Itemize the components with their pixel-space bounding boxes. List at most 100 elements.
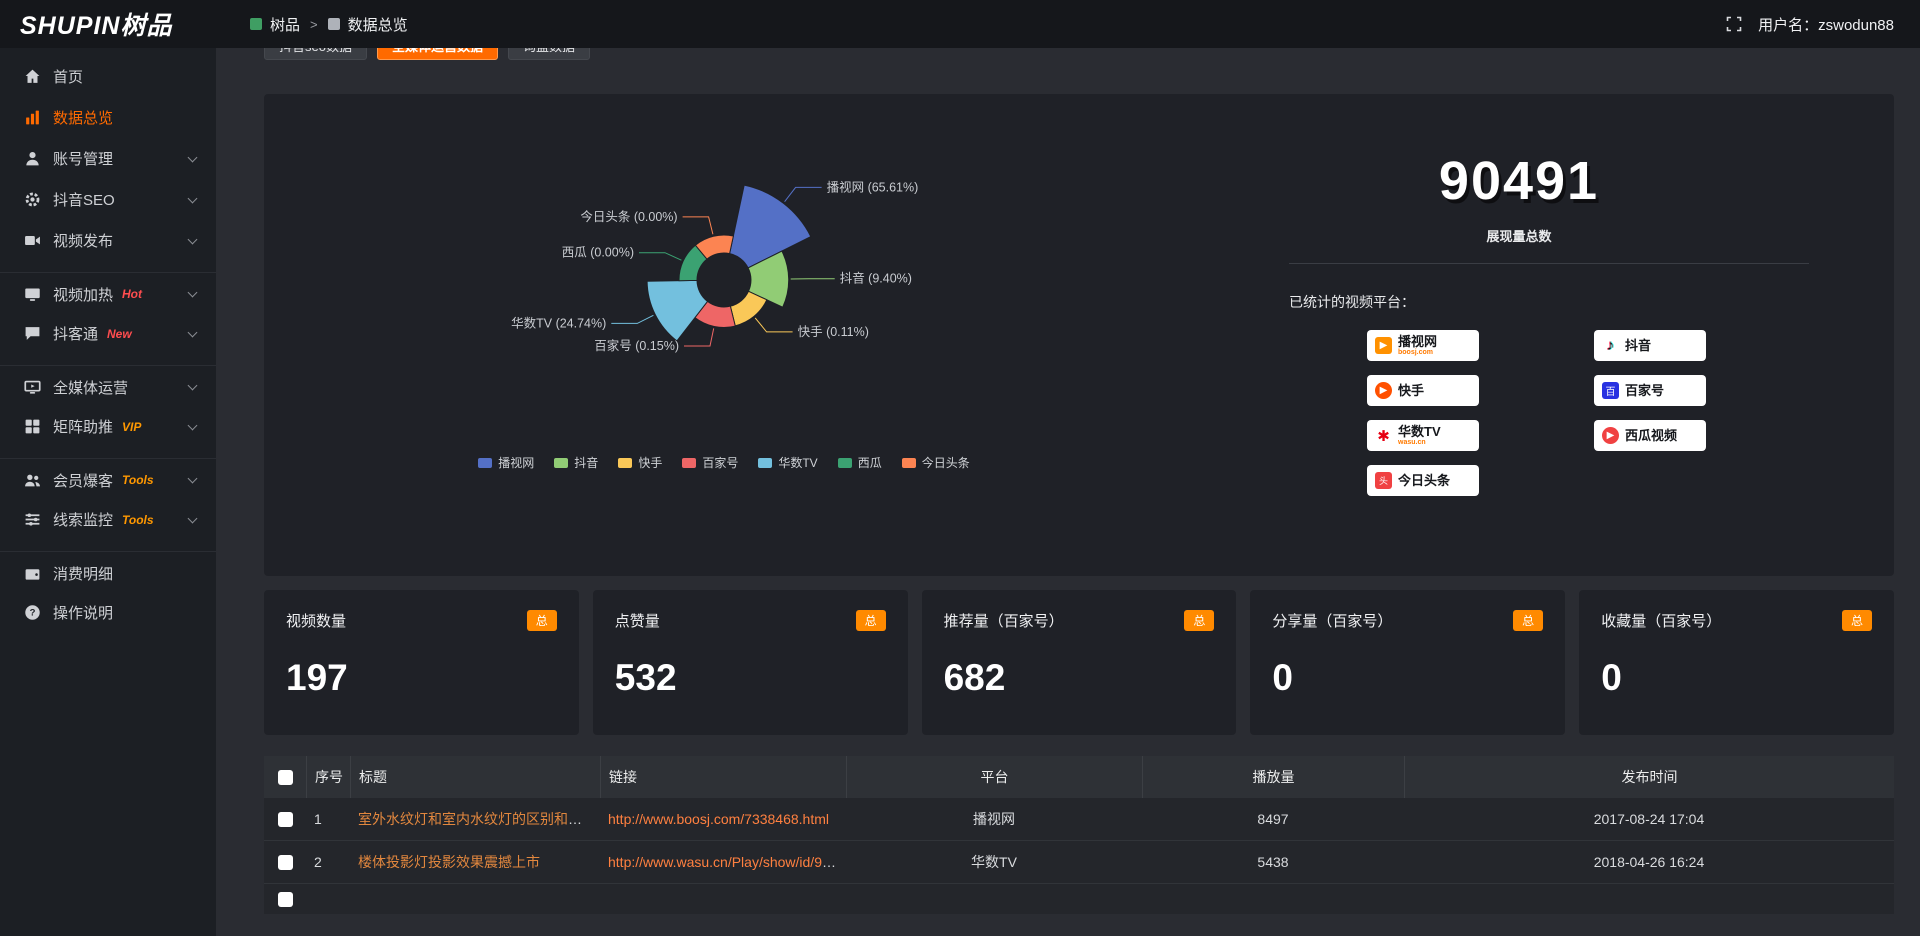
row-checkbox[interactable] — [277, 854, 293, 870]
pie-slice-4[interactable] — [646, 279, 709, 342]
chevron-down-icon — [187, 234, 198, 244]
legend-swatch — [837, 457, 852, 468]
legend-item[interactable]: 抖音 — [554, 454, 598, 471]
sidebar-item-label: 线索监控 — [53, 512, 114, 529]
stat-card-label: 分享量（百家号） — [1272, 613, 1393, 630]
heat-icon — [24, 286, 41, 303]
platform-badge-wasu[interactable]: ✱ 华数TV wasu.cn — [1367, 420, 1479, 451]
sidebar-item-video-heat[interactable]: 视频加热 Hot — [0, 272, 216, 313]
sidebar-item-label: 会员爆客 — [53, 472, 114, 490]
platform-name: 今日头条 — [1398, 472, 1451, 488]
summary-panel: 90491 展现量总数 已统计的视频平台： ▶ 播视网 boosj.com ♪ 抖音 ▶ 快… — [1164, 114, 1874, 556]
legend-item[interactable]: 百家号 — [682, 454, 738, 471]
table-header: 序号 标题 链接 平台 播放量 发布时间 — [264, 756, 1894, 798]
sidebar-item-home[interactable]: 首页 — [0, 56, 216, 97]
platform-badge-toutiao[interactable]: 头今日头条 — [1367, 465, 1479, 496]
pie-label: 今日头条 (0.00%) — [580, 209, 677, 224]
overview-panel: 播视网 (65.61%) 抖音 (9.40%) 快手 (0.11%) 百家号 (0.1… — [264, 94, 1894, 576]
row-checkbox[interactable] — [277, 891, 293, 907]
row-time: 2017-08-24 17:04 — [1593, 811, 1705, 827]
fullscreen-icon[interactable] — [1726, 16, 1742, 32]
chart-legend: 播视网 抖音 快手 百家号 华数TV 西瓜 今日头条 — [478, 454, 970, 471]
pie-slice-6[interactable] — [694, 234, 734, 260]
total-impressions-label: 展现量总数 — [1486, 229, 1552, 244]
sidebar-item-label: 视频发布 — [53, 233, 114, 250]
platform-badge-xigua[interactable]: ▶ 西瓜视频 — [1594, 420, 1706, 451]
legend-item[interactable]: 华数TV — [758, 454, 818, 471]
total-badge[interactable]: 总 — [526, 610, 557, 631]
sidebar-item-label: 抖客通 — [53, 326, 99, 343]
sidebar-item-member-burst[interactable]: 会员爆客 Tools — [0, 458, 216, 499]
legend-swatch — [618, 457, 633, 468]
legend-swatch — [478, 457, 493, 468]
legend-item[interactable]: 西瓜 — [837, 454, 882, 471]
sidebar-badge: Hot — [122, 287, 143, 301]
total-badge[interactable]: 总 — [1184, 610, 1215, 631]
chevron-down-icon — [187, 473, 198, 484]
table-header-cell: 标题 — [350, 756, 600, 798]
table-header-cell: 发布时间 — [1404, 756, 1894, 798]
stat-card-value: 682 — [943, 657, 1006, 698]
stat-card: 推荐量（百家号） 总 682 — [921, 590, 1237, 735]
sidebar-item-douketong[interactable]: 抖客通 New — [0, 313, 216, 354]
sidebar-item-matrix-boost[interactable]: 矩阵助推 VIP — [0, 406, 216, 447]
platform-badge-douyin[interactable]: ♪ 抖音 — [1594, 330, 1706, 361]
total-badge[interactable]: 总 — [1513, 610, 1544, 631]
legend-item[interactable]: 今日头条 — [901, 454, 970, 471]
stat-card-label: 推荐量（百家号） — [943, 613, 1064, 630]
pie-slice-0[interactable] — [729, 184, 812, 269]
pie-label: 华数TV (24.74%) — [511, 315, 606, 330]
row-index: 2 — [314, 854, 322, 870]
video-url-link[interactable]: http://www.wasu.cn/Play/show/id/952... — [608, 854, 846, 870]
summary-divider — [1289, 263, 1809, 264]
sidebar-item-label: 抖音SEO — [53, 192, 115, 209]
sidebar-item-label: 消费明细 — [53, 565, 114, 583]
platform-name: 播视网 boosj.com — [1398, 334, 1438, 356]
sidebar-item-douyin-seo[interactable]: 抖音SEO — [0, 179, 216, 220]
breadcrumb-root[interactable]: 树品 — [270, 16, 301, 34]
platform-subtext: boosj.com — [1398, 348, 1434, 356]
chevron-down-icon — [187, 513, 198, 523]
sidebar-item-account-manage[interactable]: 账号管理 — [0, 138, 216, 179]
chevron-down-icon — [187, 152, 198, 162]
legend-label: 华数TV — [778, 456, 818, 470]
row-platform: 华数TV — [971, 854, 1017, 870]
sidebar-item-clue-monitor[interactable]: 线索监控 Tools — [0, 499, 216, 540]
stat-card: 点赞量 总 532 — [592, 590, 908, 735]
pie-label-line — [754, 317, 793, 333]
sidebar-item-consume-detail[interactable]: 消费明细 — [0, 551, 216, 592]
video-title-link[interactable]: 室外水纹灯和室内水纹灯的区别和简介 — [358, 811, 596, 827]
pie-label: 抖音 (9.40%) — [840, 271, 912, 286]
row-plays: 8497 — [1257, 811, 1289, 827]
sidebar-menu: 首页 数据总览账号管理抖音SEO 视频发布视频加热 Hot 抖客通 New 全媒体运营 矩阵助… — [0, 56, 216, 633]
video-title-link[interactable]: 楼体投影灯投影效果震撼上市 — [358, 854, 540, 870]
table-row: 1 室外水纹灯和室内水纹灯的区别和简介 http://www.boosj.com/7… — [264, 798, 1894, 841]
video-icon — [24, 232, 41, 249]
help-icon: ? — [24, 604, 41, 621]
total-badge[interactable]: 总 — [1841, 610, 1872, 631]
platform-badge-baijiahao[interactable]: 百百家号 — [1594, 375, 1706, 406]
stat-card-label: 收藏量（百家号） — [1601, 613, 1722, 630]
row-checkbox[interactable] — [277, 811, 293, 827]
chevron-down-icon — [187, 380, 198, 391]
sidebar-item-help[interactable]: ? 操作说明 — [0, 592, 216, 633]
legend-item[interactable]: 快手 — [618, 454, 662, 471]
pie-label-line — [784, 186, 822, 203]
sidebar-item-media-ops[interactable]: 全媒体运营 — [0, 365, 216, 406]
sidebar-item-label: 账号管理 — [53, 151, 114, 168]
platform-badge-kuaishou[interactable]: ▶ 快手 — [1367, 375, 1479, 406]
breadcrumb-root-icon — [250, 18, 262, 30]
sidebar-item-data-overview[interactable]: 数据总览 — [0, 97, 216, 138]
total-badge[interactable]: 总 — [855, 610, 886, 631]
legend-item[interactable]: 播视网 — [478, 454, 534, 471]
pie-label-line — [611, 314, 654, 324]
sidebar-item-video-publish[interactable]: 视频发布 — [0, 220, 216, 261]
stat-card-value: 0 — [1601, 657, 1622, 698]
table-header-cell: 平台 — [846, 756, 1142, 798]
user-icon — [24, 150, 41, 167]
platform-badge-boosj[interactable]: ▶ 播视网 boosj.com — [1367, 330, 1479, 361]
pie-slice-1[interactable] — [747, 250, 790, 308]
video-url-link[interactable]: http://www.boosj.com/7338468.html — [608, 811, 830, 827]
breadcrumb-current[interactable]: 数据总览 — [347, 16, 408, 34]
select-all-checkbox[interactable] — [277, 769, 293, 785]
